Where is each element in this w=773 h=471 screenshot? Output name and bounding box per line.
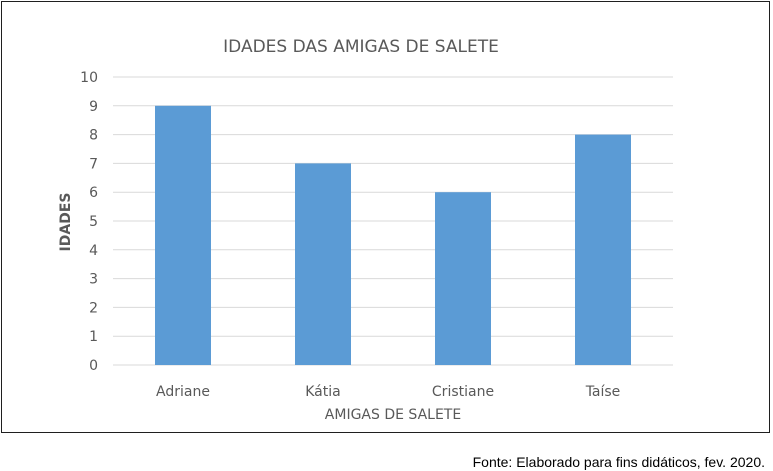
y-tick-label: 2 [89,300,98,316]
y-tick-label: 4 [89,243,98,259]
bars [155,105,631,366]
y-tick-label: 6 [89,185,98,201]
y-axis-title: IDADES [58,193,74,252]
y-tick-label: 5 [89,214,98,230]
y-tick-labels: 0 1 2 3 4 5 6 7 8 9 10 [80,70,98,374]
x-tick-label: Adriane [156,384,210,400]
bar-taíse [575,134,631,365]
y-tick-label: 3 [89,272,98,288]
y-tick-label: 0 [89,358,98,374]
source-note: Fonte: Elaborado para fins didáticos, fe… [472,454,765,470]
x-tick-label: Taíse [585,384,621,400]
chart-title: IDADES DAS AMIGAS DE SALETE [223,37,499,57]
chart-frame [1,1,770,433]
y-tick-label: 8 [89,128,98,144]
x-axis-title: AMIGAS DE SALETE [325,407,461,423]
bar-adriane [155,105,211,366]
y-tick-label: 10 [80,70,98,86]
y-tick-label: 1 [89,329,98,345]
y-tick-label: 9 [89,99,98,115]
y-tick-label: 7 [89,156,98,172]
bar-kátia [295,163,351,365]
bar-cristiane [435,192,491,365]
x-tick-labels: Adriane Kátia Cristiane Taíse [156,384,620,400]
x-tick-label: Kátia [305,384,340,400]
x-tick-label: Cristiane [432,384,494,400]
